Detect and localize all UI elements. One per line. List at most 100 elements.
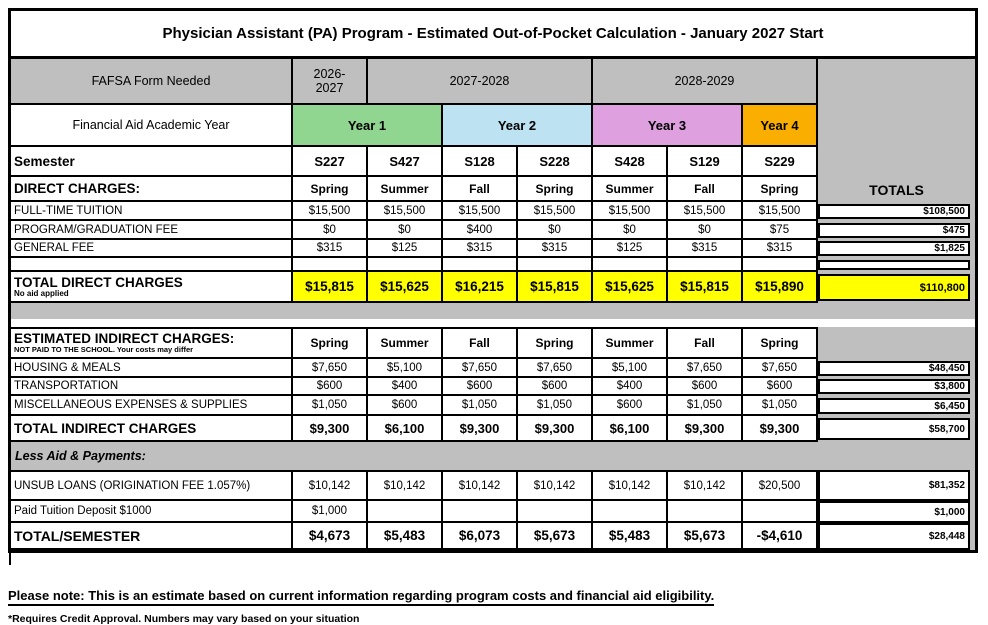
row-total-box: $81,352 [818, 470, 970, 501]
season-cell: Spring [293, 177, 368, 202]
transportation-value-cell: $400 [593, 377, 668, 396]
general-fee-value-cell: $125 [593, 239, 668, 258]
footer: Please note: This is an estimate based o… [8, 587, 988, 625]
total-direct-charges-row: TOTAL DIRECT CHARGES No aid applied $15,… [11, 272, 975, 303]
unsub-value-cell: $10,142 [443, 470, 518, 501]
totals-column-spacer [818, 327, 975, 359]
row-total-box: $475 [818, 223, 970, 238]
general-fee-value-cell: $315 [293, 239, 368, 258]
row-total-cell: $81,352 [818, 470, 975, 501]
total-direct-value-cell: $15,625 [593, 272, 668, 303]
season-cell: Spring [518, 327, 593, 359]
fafsa-year-2027-2028-cell: 2027-2028 [368, 59, 593, 105]
row-total-box: $6,450 [818, 398, 970, 414]
total-semester-value-cell: $5,673 [668, 523, 743, 550]
total-direct-value-cell: $15,815 [293, 272, 368, 303]
misc-value-cell: $1,050 [668, 396, 743, 416]
total-indirect-value-cell: $6,100 [368, 416, 443, 442]
row-total-box: $3,800 [818, 379, 970, 394]
row-total-box: $58,700 [818, 418, 970, 440]
total-indirect-value-cell: $6,100 [593, 416, 668, 442]
total-semester-value-cell: -$4,610 [743, 523, 818, 550]
tuition-value-cell: $15,500 [668, 202, 743, 221]
totals-column-spacer [818, 59, 975, 105]
program-fee-value-cell: $0 [518, 221, 593, 240]
row-total-cell: $1,825 [818, 239, 975, 258]
direct-charges-header-row: DIRECT CHARGES: Spring Summer Fall Sprin… [11, 177, 975, 202]
unsub-value-cell: $20,500 [743, 470, 818, 501]
empty-total-box [818, 260, 970, 270]
program-fee-value-cell: $0 [368, 221, 443, 240]
total-direct-value-cell: $15,890 [743, 272, 818, 303]
tuition-value-cell: $15,500 [743, 202, 818, 221]
paid-tuition-deposit-row: Paid Tuition Deposit $1000 $1,000 $1,000 [11, 501, 975, 523]
misc-value-cell: $1,050 [518, 396, 593, 416]
unsub-value-cell: $10,142 [668, 470, 743, 501]
general-fee-value-cell: $315 [668, 239, 743, 258]
row-total-cell: $58,700 [818, 416, 975, 442]
tuition-value-cell: $15,500 [518, 202, 593, 221]
season-cell: Spring [743, 327, 818, 359]
semester-label-cell: Semester [11, 147, 293, 177]
indirect-charges-header-row: ESTIMATED INDIRECT CHARGES: NOT PAID TO … [11, 327, 975, 359]
season-cell: Fall [668, 327, 743, 359]
unsub-loans-row: UNSUB LOANS (ORIGINATION FEE 1.057%) $10… [11, 470, 975, 501]
year3-band: Year 3 [593, 105, 743, 147]
less-aid-payments-band: Less Aid & Payments: [11, 442, 975, 470]
row-total-cell: $108,500 [818, 202, 975, 221]
season-cell: Summer [368, 327, 443, 359]
housing-value-cell: $7,650 [443, 359, 518, 378]
academic-year-label-cell: Financial Aid Academic Year [11, 105, 293, 147]
year2-band: Year 2 [443, 105, 593, 147]
total-semester-label-cell: TOTAL/SEMESTER [11, 523, 293, 550]
misc-value-cell: $600 [593, 396, 668, 416]
total-semester-value-cell: $6,073 [443, 523, 518, 550]
fafsa-row: FAFSA Form Needed 2026-2027 2027-2028 20… [11, 59, 975, 105]
row-label-cell: TRANSPORTATION [11, 377, 293, 396]
deposit-value-cell [443, 501, 518, 523]
empty-cell [11, 258, 293, 272]
row-total-box: $48,450 [818, 361, 970, 376]
border-artifact [9, 553, 11, 565]
empty-cell [593, 258, 668, 272]
total-direct-sublabel: No aid applied [14, 288, 69, 298]
tuition-value-cell: $15,500 [593, 202, 668, 221]
season-cell: Fall [443, 327, 518, 359]
year4-band: Year 4 [743, 105, 818, 147]
empty-cell [668, 258, 743, 272]
totals-header-cell: TOTALS [818, 177, 975, 202]
semester-code-cell: S428 [593, 147, 668, 177]
total-semester-row: TOTAL/SEMESTER $4,673 $5,483 $6,073 $5,6… [11, 523, 975, 550]
tuition-value-cell: $15,500 [293, 202, 368, 221]
row-label-cell: UNSUB LOANS (ORIGINATION FEE 1.057%) [11, 470, 293, 501]
transportation-value-cell: $600 [443, 377, 518, 396]
total-direct-label: TOTAL DIRECT CHARGES [14, 274, 183, 290]
total-direct-label-cell: TOTAL DIRECT CHARGES No aid applied [11, 272, 293, 303]
page-title: Physician Assistant (PA) Program - Estim… [162, 25, 824, 42]
white-gap [11, 319, 975, 327]
deposit-value-cell [593, 501, 668, 523]
general-fee-value-cell: $125 [368, 239, 443, 258]
row-label-cell: FULL-TIME TUITION [11, 202, 293, 221]
total-indirect-value-cell: $9,300 [518, 416, 593, 442]
housing-value-cell: $7,650 [743, 359, 818, 378]
transportation-value-cell: $600 [668, 377, 743, 396]
indirect-charges-sublabel: NOT PAID TO THE SCHOOL. Your costs may d… [14, 345, 194, 355]
program-fee-value-cell: $0 [668, 221, 743, 240]
full-time-tuition-row: FULL-TIME TUITION $15,500 $15,500 $15,50… [11, 202, 975, 221]
season-cell: Summer [593, 177, 668, 202]
empty-cell [518, 258, 593, 272]
row-label-cell: Paid Tuition Deposit $1000 [11, 501, 293, 523]
misc-value-cell: $1,050 [743, 396, 818, 416]
housing-value-cell: $7,650 [293, 359, 368, 378]
program-fee-value-cell: $0 [593, 221, 668, 240]
row-total-cell: $48,450 [818, 359, 975, 378]
general-fee-value-cell: $315 [518, 239, 593, 258]
totals-column-spacer [818, 105, 975, 147]
total-indirect-value-cell: $9,300 [293, 416, 368, 442]
fafsa-year-2028-2029-cell: 2028-2029 [593, 59, 818, 105]
section-separator-band [11, 303, 975, 319]
total-semester-value-cell: $5,483 [368, 523, 443, 550]
empty-cell [743, 258, 818, 272]
semester-code-cell: S427 [368, 147, 443, 177]
